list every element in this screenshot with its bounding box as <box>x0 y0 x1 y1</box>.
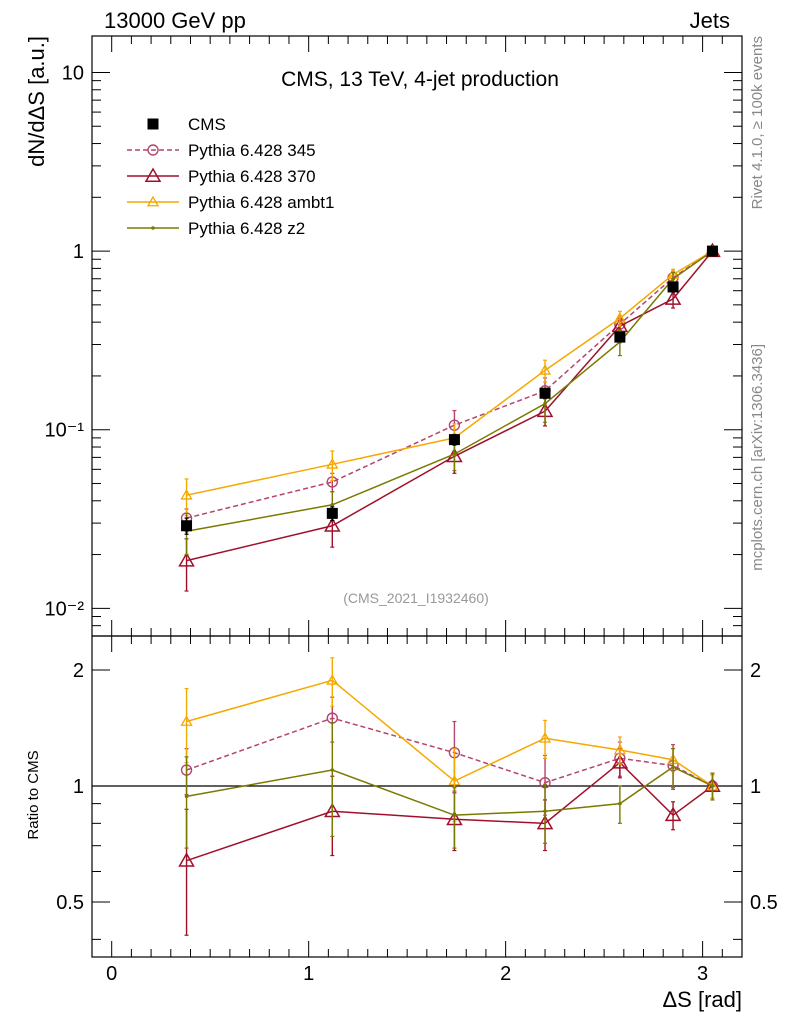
ratio-point <box>664 806 682 822</box>
ratio-series-z2 <box>184 722 715 849</box>
ratio-point <box>326 674 339 685</box>
legend-label: Pythia 6.428 ambt1 <box>188 193 334 212</box>
ratio-point <box>543 809 547 814</box>
main-title: CMS, 13 TeV, 4-jet production <box>281 68 559 91</box>
main-point <box>614 331 626 343</box>
main-point <box>181 520 193 532</box>
main-point <box>613 312 626 323</box>
ratio-point <box>538 731 552 743</box>
main-point <box>326 507 338 519</box>
ratio-series-ambt1 <box>180 657 719 822</box>
ratio-point <box>710 784 715 788</box>
side-label-rivet: Rivet 4.1.0, ≥ 100k events <box>749 36 766 209</box>
ratio-y-tick-label-right: 0.5 <box>750 892 778 914</box>
legend-entry-z2: Pythia 6.428 z2 <box>127 219 305 238</box>
ratio-point <box>180 715 193 726</box>
ratio-point <box>611 754 629 769</box>
legend-marker <box>146 195 160 207</box>
main-point <box>324 517 341 532</box>
chart-static: 13000 GeV pp Jets CMS, 13 TeV, 4-jet pro… <box>24 8 766 1012</box>
watermark: (CMS_2021_I1932460) <box>343 590 489 606</box>
chart-dynamic: 0 1 2 3 10⁻² 10⁻¹ 1 10 0.5 0.5 1 1 2 2 CMS Pythia 6.428… <box>45 35 778 985</box>
ratio-point <box>448 774 461 786</box>
ratio-point <box>618 801 622 806</box>
legend-marker <box>147 144 159 156</box>
main-point <box>664 290 682 305</box>
legend-marker <box>144 167 162 182</box>
ratio-line-z2 <box>186 766 713 816</box>
y-tick-label: 1 <box>73 241 84 263</box>
ratio-point <box>671 765 675 769</box>
x-tick-label: 0 <box>106 963 117 985</box>
main-series-cms <box>181 245 718 535</box>
ratio-series-p345 <box>180 696 719 816</box>
ratio-y-tick-label-right: 1 <box>750 776 761 798</box>
header-right: Jets <box>690 8 730 33</box>
ratio-point <box>178 852 195 867</box>
ratio-point <box>452 813 457 817</box>
main-series-p370 <box>178 242 721 592</box>
legend-entry-cms: CMS <box>147 115 226 134</box>
side-label-mcplots: mcplots.cern.ch [arXiv:1306.3436] <box>749 344 766 571</box>
main-point <box>667 281 679 293</box>
legend-label: CMS <box>188 115 226 134</box>
legend-marker <box>147 118 159 130</box>
main-point <box>538 364 552 375</box>
main-point <box>326 458 339 469</box>
ratio-y-tick-label-right: 2 <box>750 660 761 682</box>
legend-label: Pythia 6.428 370 <box>188 167 316 186</box>
y-tick-label: 10⁻¹ <box>45 420 85 442</box>
ratio-y-tick-label: 1 <box>73 776 84 798</box>
ratio-point <box>613 743 626 755</box>
main-point <box>448 434 460 446</box>
legend-entry-p345: Pythia 6.428 345 <box>127 141 316 160</box>
y-axis-label: dN/dΔS [a.u.] <box>24 36 49 167</box>
main-point <box>671 276 675 281</box>
header-left: 13000 GeV pp <box>104 8 246 33</box>
main-series-p345 <box>180 245 719 530</box>
main-series-ambt1 <box>180 244 719 517</box>
main-point <box>330 502 335 507</box>
x-axis-label: ΔS [rad] <box>662 987 742 1012</box>
ratio-y-axis-label: Ratio to CMS <box>25 750 42 839</box>
main-line-z2 <box>186 250 713 533</box>
legend-label: Pythia 6.428 z2 <box>188 219 305 238</box>
legend-entry-ambt1: Pythia 6.428 ambt1 <box>127 193 334 212</box>
ratio-point <box>330 768 335 772</box>
legend-entry-p370: Pythia 6.428 370 <box>127 167 316 186</box>
y-tick-label: 10⁻² <box>45 598 85 620</box>
main-series-z2 <box>184 245 715 556</box>
main-point <box>178 552 195 567</box>
ratio-y-tick-label: 2 <box>73 660 84 682</box>
legend-label: Pythia 6.428 345 <box>188 141 316 160</box>
main-line-p370 <box>186 250 714 562</box>
ratio-line-ambt1 <box>186 679 713 787</box>
main-point <box>180 488 193 500</box>
x-tick-label: 3 <box>697 963 708 985</box>
main-point <box>706 245 718 257</box>
main-point <box>452 452 457 456</box>
main-point <box>539 387 551 399</box>
legend-marker <box>151 226 155 230</box>
ratio-point <box>184 794 189 799</box>
x-tick-label: 1 <box>303 963 314 985</box>
main-point <box>543 401 547 406</box>
ratio-y-tick-label: 0.5 <box>56 892 84 914</box>
y-tick-label: 10 <box>62 62 84 84</box>
ratio-frame <box>91 635 743 958</box>
x-tick-label: 2 <box>500 963 511 985</box>
